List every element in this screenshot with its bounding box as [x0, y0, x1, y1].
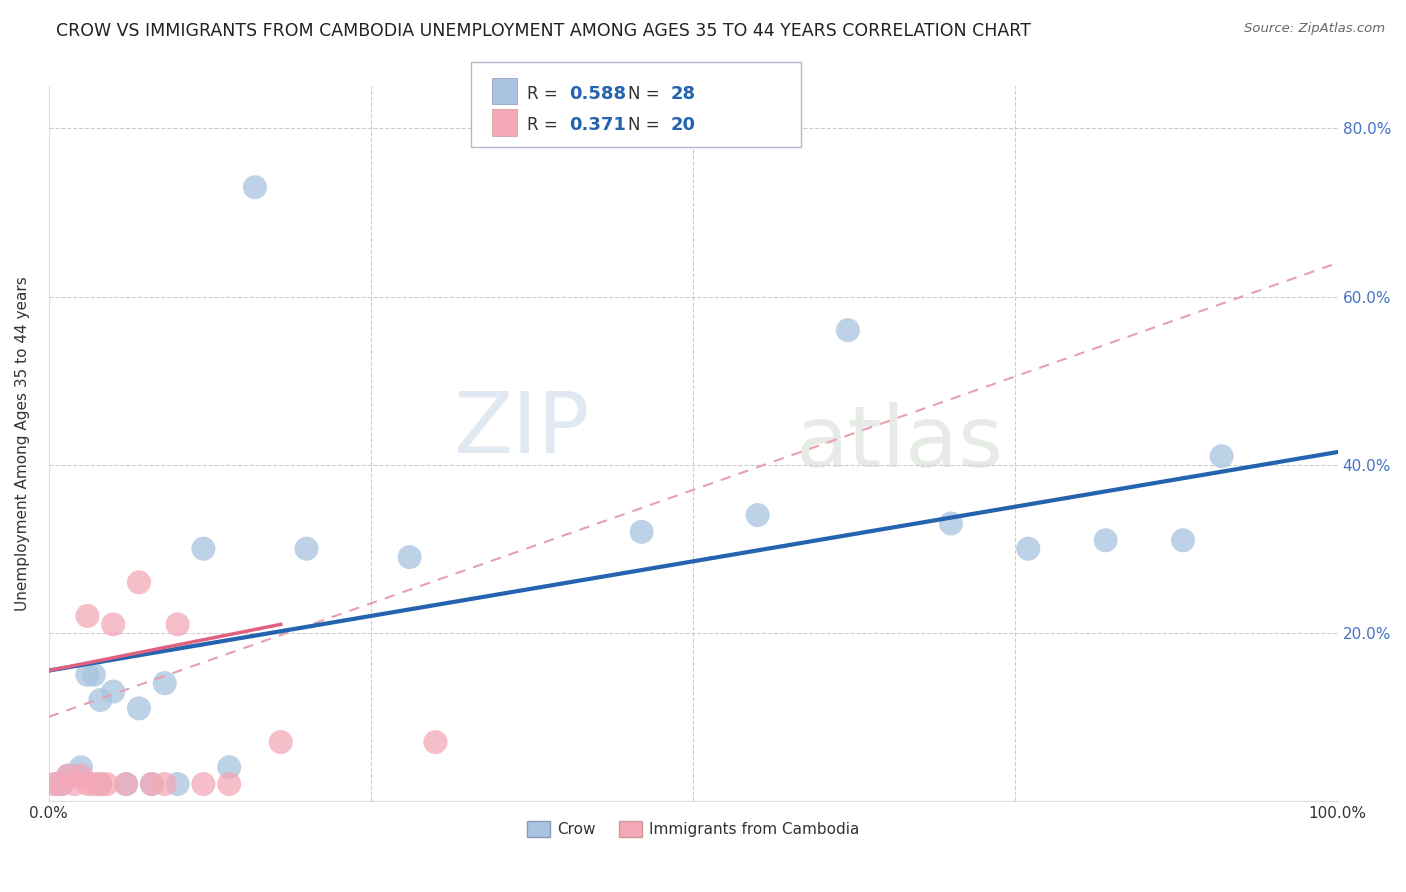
Point — [70, 769, 93, 783]
Point — [166, 777, 188, 791]
Point — [630, 524, 652, 539]
Point — [128, 701, 150, 715]
Point — [193, 541, 215, 556]
Text: N =: N = — [628, 116, 665, 134]
Text: N =: N = — [628, 85, 665, 103]
Point — [83, 777, 105, 791]
Point — [1211, 449, 1233, 463]
Point — [96, 777, 118, 791]
Text: 28: 28 — [671, 85, 696, 103]
Point — [425, 735, 447, 749]
Text: 20: 20 — [671, 116, 696, 134]
Point — [89, 777, 111, 791]
Point — [153, 676, 176, 690]
Point — [295, 541, 318, 556]
Text: ZIP: ZIP — [454, 388, 591, 471]
Point — [56, 769, 79, 783]
Point — [63, 769, 86, 783]
Point — [141, 777, 163, 791]
Point — [1171, 533, 1194, 548]
Point — [747, 508, 769, 522]
Point — [63, 777, 86, 791]
Text: atlas: atlas — [796, 402, 1004, 485]
Point — [218, 777, 240, 791]
Point — [89, 777, 111, 791]
Point — [70, 760, 93, 774]
Text: 0.371: 0.371 — [569, 116, 626, 134]
Point — [128, 575, 150, 590]
Text: Source: ZipAtlas.com: Source: ZipAtlas.com — [1244, 22, 1385, 36]
Point — [153, 777, 176, 791]
Point — [76, 777, 98, 791]
Point — [56, 769, 79, 783]
Legend: Crow, Immigrants from Cambodia: Crow, Immigrants from Cambodia — [520, 815, 866, 843]
Point — [141, 777, 163, 791]
Text: R =: R = — [527, 116, 564, 134]
Point — [103, 684, 125, 698]
Point — [115, 777, 138, 791]
Point — [270, 735, 292, 749]
Point — [939, 516, 962, 531]
Point — [1094, 533, 1116, 548]
Y-axis label: Unemployment Among Ages 35 to 44 years: Unemployment Among Ages 35 to 44 years — [15, 277, 30, 611]
Point — [218, 760, 240, 774]
Point — [1017, 541, 1039, 556]
Point — [103, 617, 125, 632]
Text: R =: R = — [527, 85, 564, 103]
Point — [166, 617, 188, 632]
Point — [83, 667, 105, 681]
Point — [115, 777, 138, 791]
Point — [44, 777, 66, 791]
Point — [51, 777, 73, 791]
Point — [243, 180, 266, 194]
Text: 0.588: 0.588 — [569, 85, 627, 103]
Point — [398, 550, 420, 565]
Point — [89, 693, 111, 707]
Point — [76, 609, 98, 624]
Point — [76, 667, 98, 681]
Point — [51, 777, 73, 791]
Point — [837, 323, 859, 337]
Point — [193, 777, 215, 791]
Text: CROW VS IMMIGRANTS FROM CAMBODIA UNEMPLOYMENT AMONG AGES 35 TO 44 YEARS CORRELAT: CROW VS IMMIGRANTS FROM CAMBODIA UNEMPLO… — [56, 22, 1031, 40]
Point — [44, 777, 66, 791]
